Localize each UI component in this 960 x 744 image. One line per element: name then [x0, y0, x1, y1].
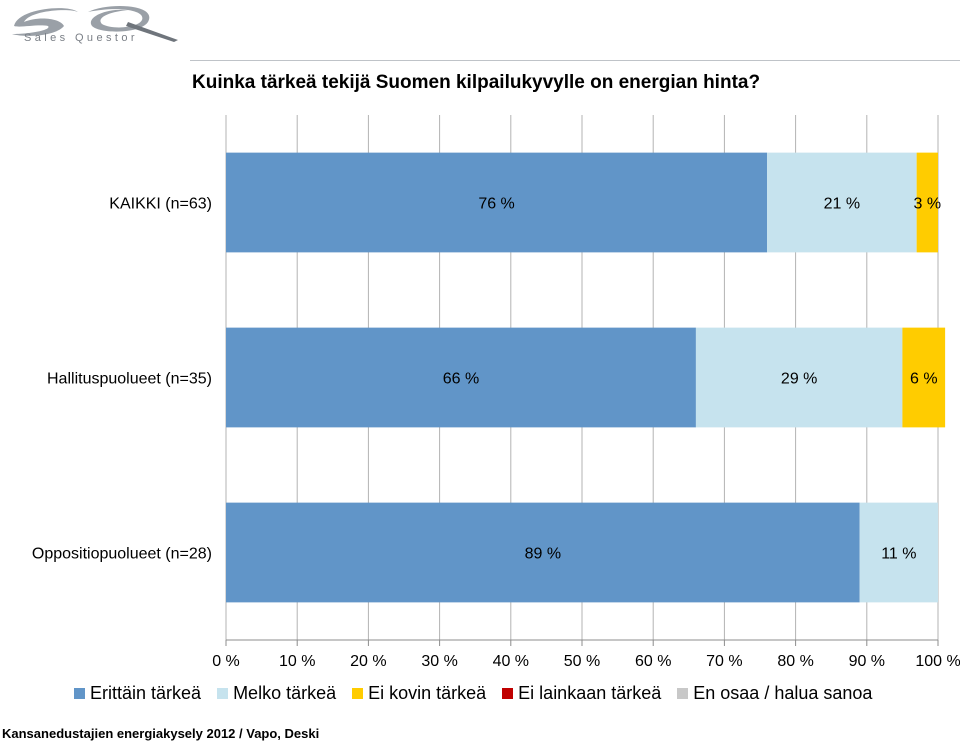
x-tick-label: 60 %	[635, 653, 671, 670]
x-tick-label: 90 %	[849, 653, 885, 670]
stacked-bar-chart: 0 % 10 % 20 % 30 % 40 % 50 % 60 % 70 % 80 % 90 % 1…	[32, 115, 960, 670]
legend-swatch	[217, 688, 229, 699]
data-label: 11 %	[881, 546, 916, 563]
bar-segment	[226, 152, 768, 253]
x-tick-label: 30 %	[421, 653, 457, 670]
x-tick-label: 100 %	[915, 653, 960, 670]
data-label: 21 %	[824, 196, 860, 213]
bar-segment	[859, 502, 938, 603]
legend-item: Melko tärkeä	[217, 683, 336, 704]
data-label: 76 %	[478, 196, 514, 213]
x-tick-label: 40 %	[493, 653, 529, 670]
bar-segment	[226, 327, 696, 428]
category-label: Hallituspuolueet (n=35)	[47, 371, 212, 388]
data-label: 6 %	[910, 371, 938, 388]
data-label: 66 %	[443, 371, 479, 388]
x-tick-label: 20 %	[350, 653, 386, 670]
chart-title: Kuinka tärkeä tekijä Suomen kilpailukyvy…	[192, 72, 761, 93]
logo-mark-icon	[12, 6, 178, 42]
bar-segment	[767, 152, 917, 253]
logo-text: Sales Questor	[24, 32, 138, 44]
legend-item: Ei kovin tärkeä	[352, 683, 486, 704]
x-tick-label: 0 %	[212, 653, 240, 670]
bar-segment	[226, 502, 860, 603]
bar-segment	[695, 327, 903, 428]
sales-questor-logo: Sales Questor	[8, 2, 183, 46]
legend-swatch	[502, 688, 514, 699]
data-label: 3 %	[914, 196, 942, 213]
legend-item: Erittäin tärkeä	[74, 683, 201, 704]
legend-item: En osaa / halua sanoa	[677, 683, 872, 704]
legend-swatch	[352, 688, 364, 699]
chart-legend: Erittäin tärkeä Melko tärkeä Ei kovin tärk…	[74, 683, 888, 704]
bar-segment	[902, 327, 946, 428]
legend-label: En osaa / halua sanoa	[693, 683, 873, 703]
legend-label: Erittäin tärkeä	[90, 683, 202, 703]
legend-item: Ei lainkaan tärkeä	[502, 683, 661, 704]
header-divider	[190, 60, 960, 61]
source-footer: Kansanedustajien energiakysely 2012 / Va…	[2, 726, 320, 741]
category-label: KAIKKI (n=63)	[109, 196, 212, 213]
data-label: 89 %	[525, 546, 561, 563]
bar-segment	[916, 152, 938, 253]
x-tick-label: 10 %	[279, 653, 315, 670]
legend-label: Ei lainkaan tärkeä	[518, 683, 662, 703]
data-label: 29 %	[781, 371, 817, 388]
category-label: Oppositiopuolueet (n=28)	[32, 546, 212, 563]
x-tick-label: 80 %	[777, 653, 813, 670]
legend-label: Melko tärkeä	[233, 683, 337, 703]
x-tick-label: 50 %	[564, 653, 600, 670]
legend-swatch	[677, 688, 689, 699]
x-tick-label: 70 %	[706, 653, 742, 670]
legend-label: Ei kovin tärkeä	[368, 683, 487, 703]
legend-swatch	[74, 688, 85, 699]
